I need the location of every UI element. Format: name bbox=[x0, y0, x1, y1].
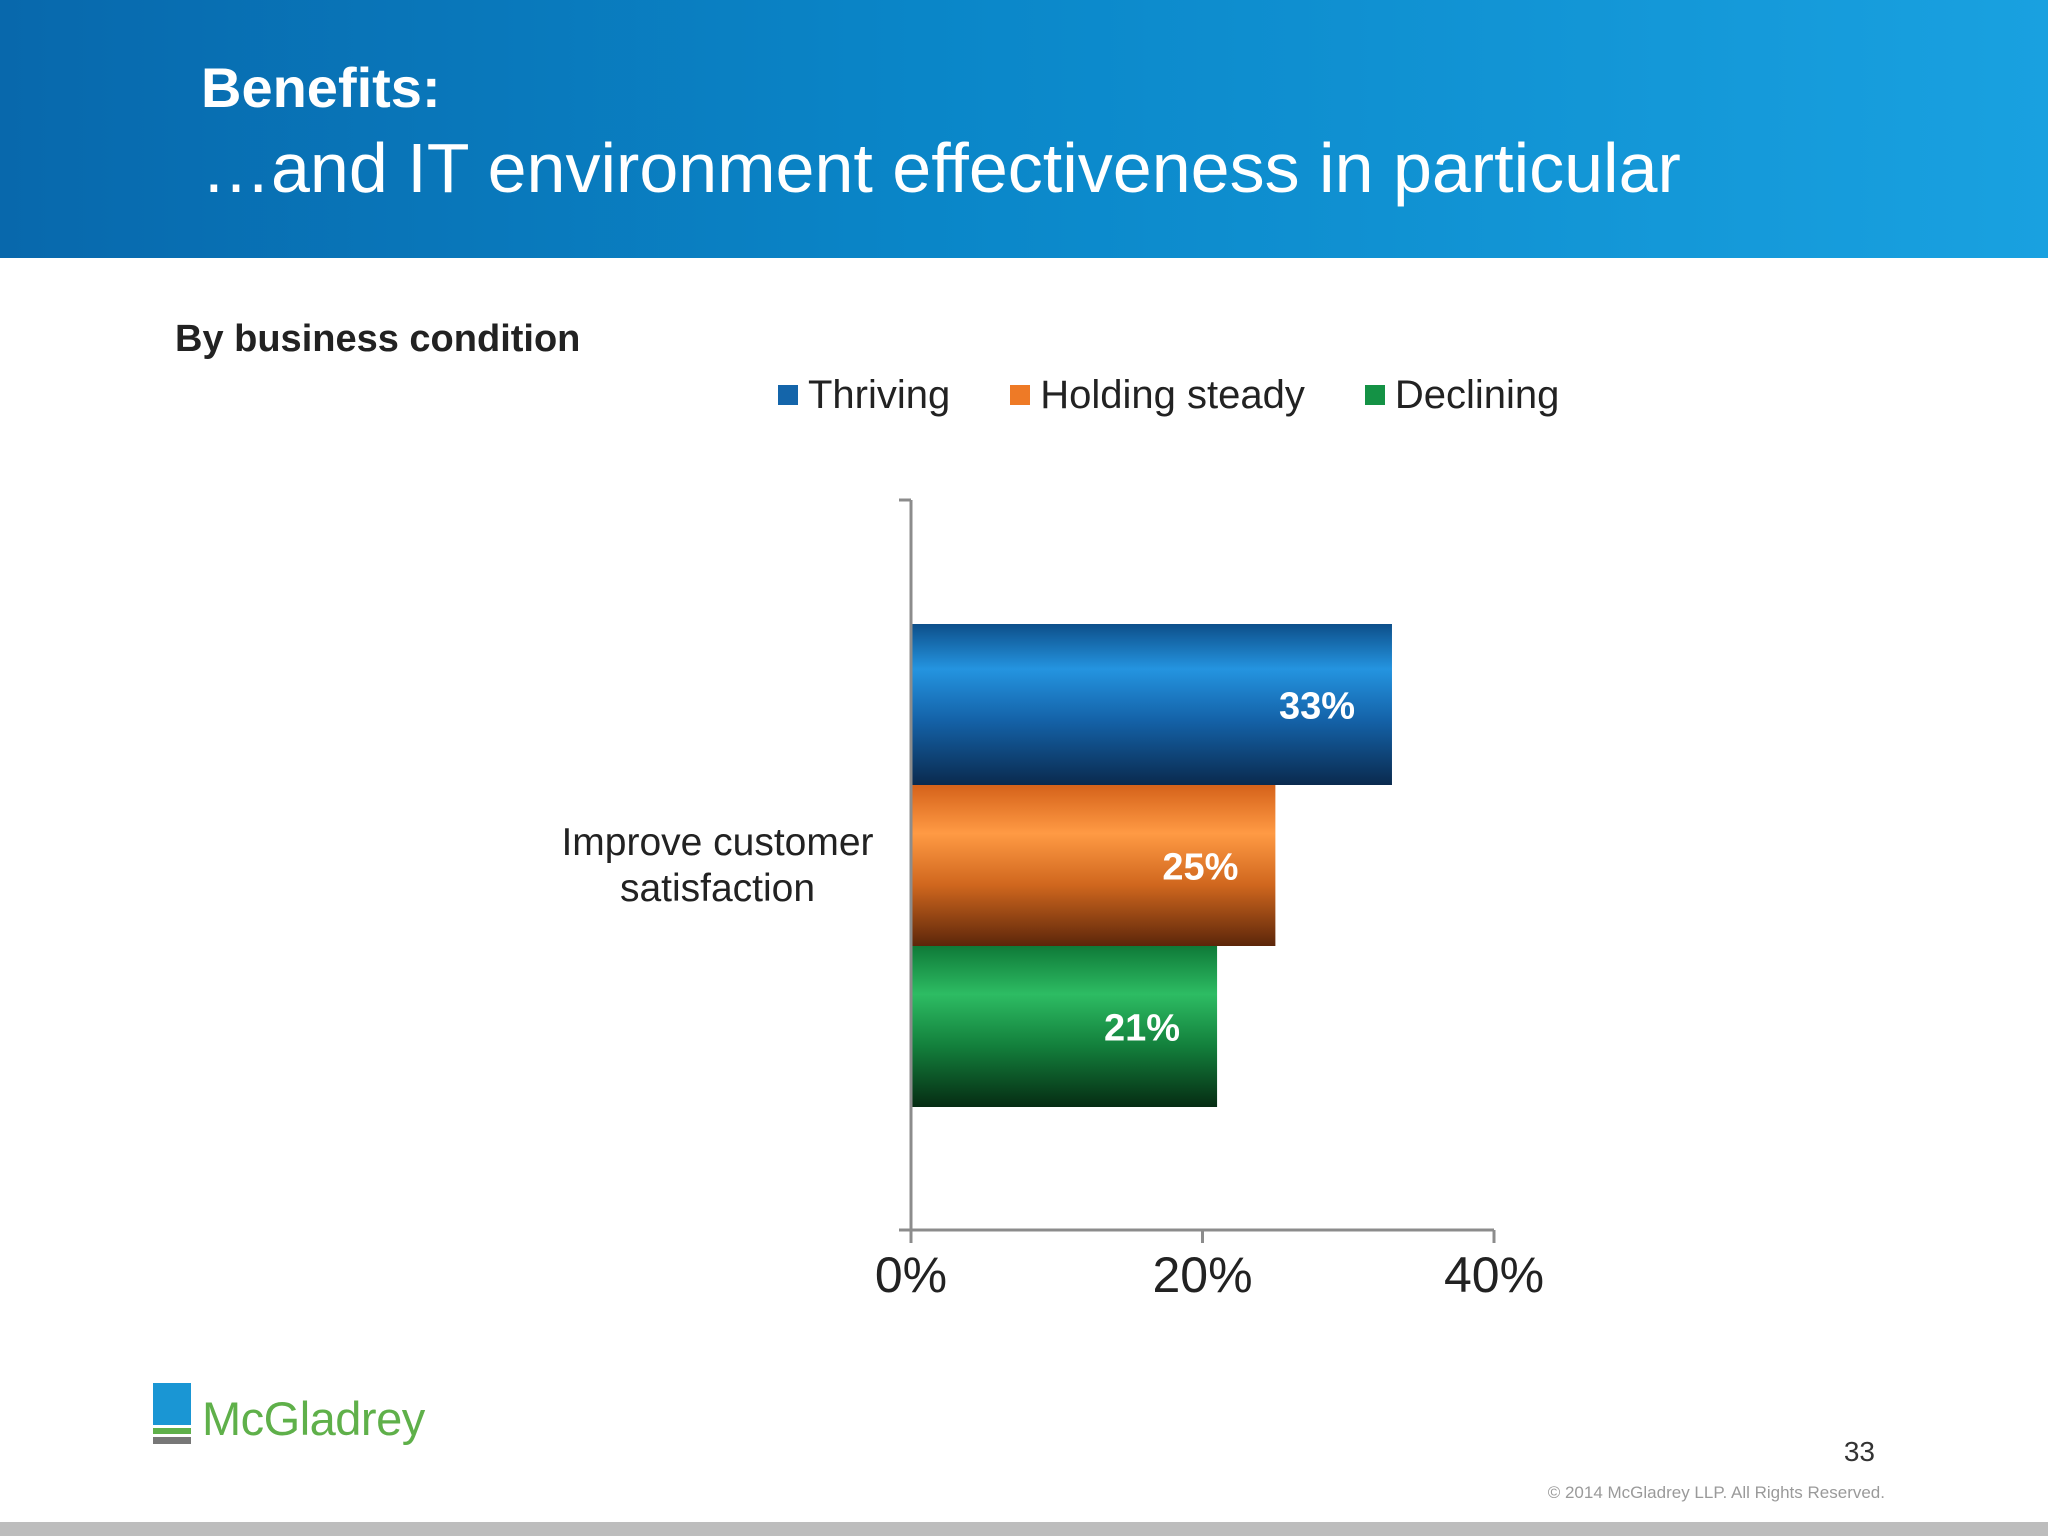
bar-holding-steady bbox=[911, 785, 1276, 946]
logo-text: McGladrey bbox=[202, 1392, 425, 1445]
bar-declining bbox=[911, 946, 1218, 1107]
chart-legend: Thriving Holding steady Declining bbox=[778, 370, 1559, 420]
slide-title: Benefits: bbox=[201, 56, 441, 119]
category-label: Improve customer satisfaction bbox=[561, 821, 874, 910]
legend-swatch-declining bbox=[1364, 385, 1385, 405]
page-number: 33 bbox=[1843, 1436, 1875, 1467]
legend-swatch-holding-steady bbox=[1010, 385, 1031, 405]
data-label-thriving: 33% bbox=[1279, 686, 1355, 728]
logo-mark-icon bbox=[153, 1383, 191, 1444]
legend-item-declining: Declining bbox=[1364, 372, 1560, 418]
data-label-declining: 21% bbox=[1104, 1008, 1180, 1050]
bar-thriving bbox=[911, 624, 1392, 785]
x-tick-label: 40% bbox=[1444, 1247, 1544, 1303]
legend-label-declining: Declining bbox=[1394, 372, 1560, 417]
footer-bar bbox=[0, 1522, 2048, 1536]
legend-label-thriving: Thriving bbox=[808, 372, 951, 417]
header-banner: Benefits: …and IT environment effectiven… bbox=[0, 0, 2048, 258]
section-label: By business condition bbox=[175, 318, 581, 360]
legend-item-thriving: Thriving bbox=[778, 373, 950, 418]
legend-item-holding-steady: Holding steady bbox=[1010, 373, 1305, 418]
x-tick-label: 0% bbox=[875, 1247, 947, 1303]
mcgladrey-logo: McGladrey bbox=[153, 1383, 453, 1449]
legend-label-holding-steady: Holding steady bbox=[1040, 372, 1305, 417]
copyright-notice: © 2014 McGladrey LLP. All Rights Reserve… bbox=[1547, 1483, 1885, 1502]
legend-swatch-thriving bbox=[778, 385, 798, 405]
x-tick-label: 20% bbox=[1152, 1247, 1252, 1303]
data-label-holding-steady: 25% bbox=[1162, 847, 1238, 889]
slide-subtitle: …and IT environment effectiveness in par… bbox=[201, 129, 1681, 207]
